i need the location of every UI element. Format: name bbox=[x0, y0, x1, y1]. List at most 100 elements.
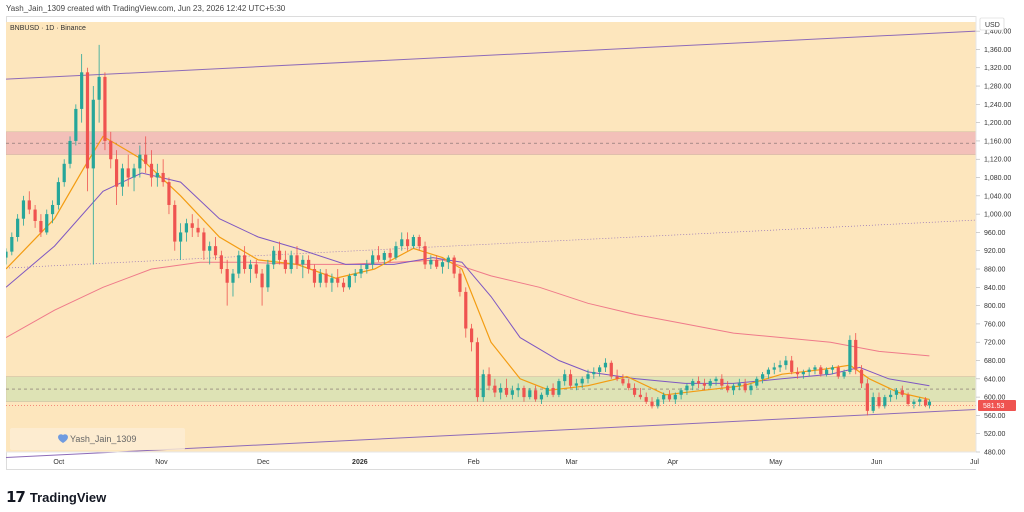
candle-body[interactable] bbox=[149, 163, 154, 178]
candle-body[interactable] bbox=[62, 163, 66, 183]
candle-body[interactable] bbox=[196, 227, 200, 233]
last-price-badge[interactable] bbox=[978, 400, 1016, 412]
candle-body[interactable] bbox=[202, 232, 206, 251]
candle-body[interactable] bbox=[766, 369, 771, 375]
candle-body[interactable] bbox=[621, 378, 625, 384]
candle-body[interactable] bbox=[795, 371, 800, 375]
candle-body[interactable] bbox=[429, 259, 433, 265]
candle-body[interactable] bbox=[289, 255, 293, 270]
candle-body[interactable] bbox=[772, 367, 776, 370]
candle-body[interactable] bbox=[56, 182, 60, 205]
candle-body[interactable] bbox=[650, 401, 654, 407]
candle-body[interactable] bbox=[696, 381, 701, 384]
candle-body[interactable] bbox=[842, 371, 846, 377]
candle-body[interactable] bbox=[539, 394, 544, 400]
candle-body[interactable] bbox=[120, 168, 124, 187]
candle-body[interactable] bbox=[691, 381, 695, 386]
candle-body[interactable] bbox=[318, 273, 322, 283]
candle-body[interactable] bbox=[50, 204, 55, 215]
candle-body[interactable] bbox=[330, 278, 334, 283]
candle-body[interactable] bbox=[394, 246, 398, 258]
candle-body[interactable] bbox=[563, 374, 567, 382]
candle-body[interactable] bbox=[749, 385, 753, 391]
candle-body[interactable] bbox=[743, 383, 747, 391]
candle-body[interactable] bbox=[859, 369, 864, 384]
candle-body[interactable] bbox=[534, 390, 538, 400]
candle-body[interactable] bbox=[208, 246, 212, 251]
candle-body[interactable] bbox=[499, 387, 503, 393]
candle-body[interactable] bbox=[295, 255, 299, 265]
candle-body[interactable] bbox=[644, 397, 648, 402]
candle-body[interactable] bbox=[45, 214, 49, 233]
candle-body[interactable] bbox=[720, 378, 724, 386]
candle-body[interactable] bbox=[819, 367, 823, 375]
candle-body[interactable] bbox=[493, 385, 497, 393]
candle-body[interactable] bbox=[912, 401, 916, 404]
candle-body[interactable] bbox=[213, 246, 218, 256]
price-chart[interactable]: 1,400.00 1,360.00 1,320.00 1,280.00 1,240.00… bbox=[6, 16, 1018, 470]
candle-body[interactable] bbox=[662, 394, 666, 400]
candle-body[interactable] bbox=[109, 140, 113, 160]
symbol-label[interactable]: BNBUSD · 1D · Binance bbox=[10, 25, 86, 32]
candle-body[interactable] bbox=[667, 394, 672, 400]
tradingview-logo[interactable]: 17 TradingView bbox=[6, 488, 106, 506]
candle-body[interactable] bbox=[627, 383, 631, 388]
candle-body[interactable] bbox=[97, 76, 101, 100]
candle-body[interactable] bbox=[266, 264, 270, 288]
candle-body[interactable] bbox=[405, 239, 410, 247]
candle-body[interactable] bbox=[341, 282, 346, 288]
candle-body[interactable] bbox=[85, 72, 90, 169]
candle-body[interactable] bbox=[592, 371, 596, 375]
candle-body[interactable] bbox=[423, 246, 427, 265]
candle-body[interactable] bbox=[848, 339, 852, 372]
candle-body[interactable] bbox=[68, 140, 72, 164]
candle-body[interactable] bbox=[557, 381, 561, 395]
candle-body[interactable] bbox=[237, 255, 241, 274]
candle-body[interactable] bbox=[551, 387, 555, 395]
candle-body[interactable] bbox=[458, 273, 462, 292]
candle-body[interactable] bbox=[470, 328, 474, 343]
candle-body[interactable] bbox=[103, 76, 107, 141]
candle-body[interactable] bbox=[376, 255, 381, 260]
candle-body[interactable] bbox=[603, 362, 608, 368]
candle-body[interactable] bbox=[755, 378, 759, 386]
candle-body[interactable] bbox=[574, 383, 578, 386]
candle-body[interactable] bbox=[27, 200, 31, 210]
candle-body[interactable] bbox=[731, 385, 736, 391]
candle-body[interactable] bbox=[388, 253, 392, 258]
candle-body[interactable] bbox=[790, 360, 794, 372]
candle-body[interactable] bbox=[277, 250, 282, 260]
candle-body[interactable] bbox=[801, 371, 805, 375]
candle-body[interactable] bbox=[167, 182, 171, 205]
candle-body[interactable] bbox=[761, 374, 765, 379]
candle-body[interactable] bbox=[254, 264, 258, 274]
candle-body[interactable] bbox=[475, 342, 480, 398]
candle-body[interactable] bbox=[184, 223, 189, 233]
candle-body[interactable] bbox=[80, 72, 84, 109]
candle-body[interactable] bbox=[615, 376, 619, 379]
candle-body[interactable] bbox=[260, 273, 264, 288]
candle-body[interactable] bbox=[336, 278, 340, 283]
candle-body[interactable] bbox=[918, 399, 922, 402]
candle-body[interactable] bbox=[126, 168, 130, 178]
currency-box[interactable] bbox=[979, 17, 1005, 31]
candle-body[interactable] bbox=[138, 154, 142, 169]
candle-body[interactable] bbox=[464, 291, 468, 329]
candle-body[interactable] bbox=[900, 390, 904, 395]
candle-body[interactable] bbox=[301, 259, 305, 265]
candle-body[interactable] bbox=[522, 387, 526, 398]
candle-body[interactable] bbox=[927, 401, 932, 406]
candle-body[interactable] bbox=[33, 209, 37, 221]
candle-body[interactable] bbox=[481, 374, 485, 398]
candle-body[interactable] bbox=[225, 269, 229, 283]
candle-body[interactable] bbox=[91, 99, 95, 169]
candle-body[interactable] bbox=[179, 232, 183, 242]
candle-body[interactable] bbox=[836, 367, 840, 377]
candle-body[interactable] bbox=[371, 255, 375, 265]
candle-body[interactable] bbox=[673, 394, 677, 400]
candle-body[interactable] bbox=[568, 374, 573, 386]
candle-body[interactable] bbox=[545, 387, 549, 395]
candle-body[interactable] bbox=[778, 365, 782, 368]
candle-body[interactable] bbox=[435, 259, 439, 267]
candle-body[interactable] bbox=[638, 394, 642, 398]
